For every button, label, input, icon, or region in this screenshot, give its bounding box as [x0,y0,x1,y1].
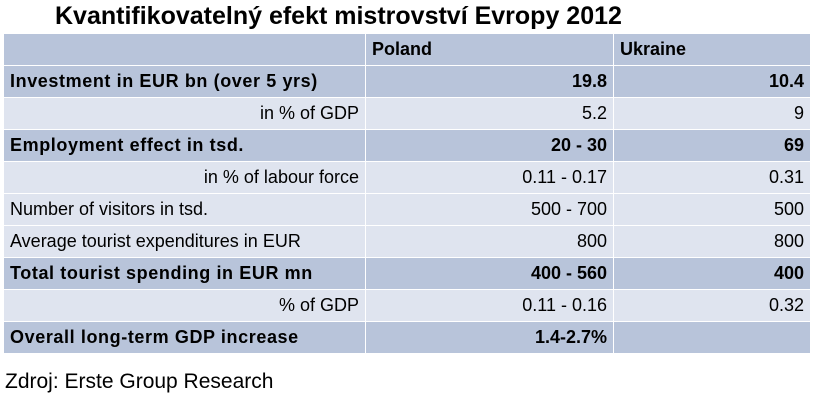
row-label: Number of visitors in tsd. [3,193,366,226]
poland-value: 500 - 700 [365,193,614,226]
row-label: Investment in EUR bn (over 5 yrs) [3,65,366,98]
table-title: Kvantifikovatelný efekt mistrovství Evro… [55,2,622,30]
row-label: % of GDP [3,289,366,322]
poland-value: 20 - 30 [365,129,614,162]
ukraine-value: 800 [613,225,811,258]
ukraine-value: 10.4 [613,65,811,98]
table-row: in % of labour force 0.11 - 0.17 0.31 [3,161,811,194]
ukraine-value: 500 [613,193,811,226]
poland-value: 0.11 - 0.17 [365,161,614,194]
row-label: Overall long-term GDP increase [3,321,366,354]
ukraine-value: 9 [613,97,811,130]
table-row: Total tourist spending in EUR mn 400 - 5… [3,257,811,290]
table-row: Average tourist expenditures in EUR 800 … [3,225,811,258]
poland-value: 400 - 560 [365,257,614,290]
table-row: Number of visitors in tsd. 500 - 700 500 [3,193,811,226]
row-label: in % of labour force [3,161,366,194]
data-table: Poland Ukraine Investment in EUR bn (ove… [3,33,811,354]
table-row: Investment in EUR bn (over 5 yrs) 19.8 1… [3,65,811,98]
poland-value: 5.2 [365,97,614,130]
column-header-ukraine: Ukraine [613,33,811,66]
ukraine-value: 0.31 [613,161,811,194]
row-label: in % of GDP [3,97,366,130]
ukraine-value: 0.32 [613,289,811,322]
row-label: Average tourist expenditures in EUR [3,225,366,258]
table-row: in % of GDP 5.2 9 [3,97,811,130]
column-header-label [3,33,366,66]
table-row: % of GDP 0.11 - 0.16 0.32 [3,289,811,322]
header-row: Poland Ukraine [3,33,811,66]
row-label: Total tourist spending in EUR mn [3,257,366,290]
poland-value: 19.8 [365,65,614,98]
poland-value: 1.4-2.7% [365,321,614,354]
table-row: Overall long-term GDP increase 1.4-2.7% [3,321,811,354]
source-note: Zdroj: Erste Group Research [5,370,274,393]
table-row: Employment effect in tsd. 20 - 30 69 [3,129,811,162]
column-header-poland: Poland [365,33,614,66]
ukraine-value [613,321,811,354]
ukraine-value: 69 [613,129,811,162]
poland-value: 0.11 - 0.16 [365,289,614,322]
poland-value: 800 [365,225,614,258]
ukraine-value: 400 [613,257,811,290]
row-label: Employment effect in tsd. [3,129,366,162]
